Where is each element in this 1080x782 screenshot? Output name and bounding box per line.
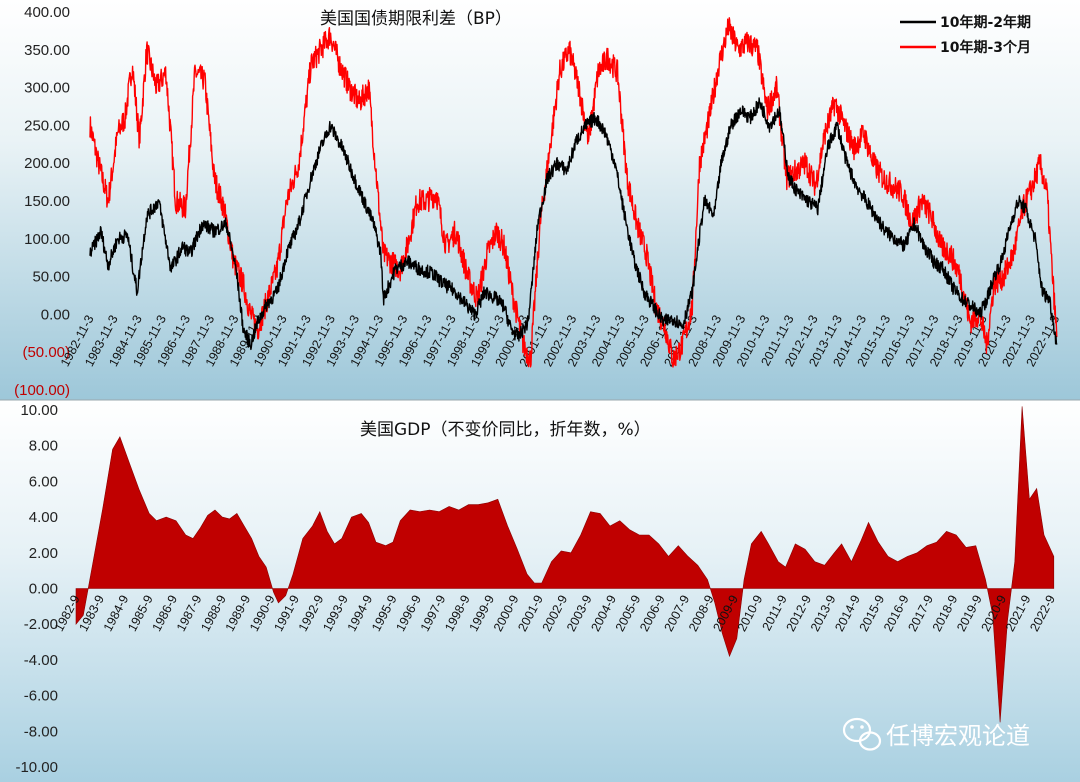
- y-tick-label: 250.00: [24, 117, 70, 134]
- y-tick-label: 400.00: [24, 4, 70, 21]
- y-tick-label: 350.00: [24, 42, 70, 59]
- series-line-10y-3m: [89, 17, 1058, 368]
- y-tick-label: (50.00): [22, 344, 70, 361]
- watermark: 任博宏观论道: [842, 717, 1030, 751]
- y-tick-label: 0.00: [29, 581, 58, 598]
- y-tick-label: -6.00: [24, 688, 58, 705]
- yield-spread-y-axis: 400.00 350.00 300.00 250.00 200.00 150.00 100.…: [14, 4, 70, 399]
- y-tick-label: 200.00: [24, 155, 70, 172]
- y-tick-label: 50.00: [32, 269, 70, 286]
- yield-spread-legend: 10年期-2年期 10年期-3个月: [900, 14, 1031, 56]
- y-tick-label: 4.00: [29, 509, 58, 526]
- y-tick-label: 0.00: [41, 306, 70, 323]
- yield-spread-series: [89, 17, 1058, 368]
- y-tick-label: 2.00: [29, 545, 58, 562]
- wechat-icon: [842, 717, 882, 751]
- gdp-chart-title: 美国GDP（不变价同比，折年数，%）: [360, 420, 651, 440]
- y-tick-label: 8.00: [29, 438, 58, 455]
- gdp-y-axis: 10.00 8.00 6.00 4.00 2.00 0.00 -2.00 -4.00 -6.00…: [15, 402, 58, 776]
- y-tick-label: (100.00): [14, 382, 70, 399]
- y-tick-label: 100.00: [24, 231, 70, 248]
- y-tick-label: 10.00: [20, 402, 58, 419]
- bottom-panel-background: [0, 400, 1080, 782]
- y-tick-label: -2.00: [24, 616, 58, 633]
- yield-spread-chart-title: 美国国债期限利差（BP）: [320, 9, 512, 29]
- y-tick-label: -8.00: [24, 723, 58, 740]
- series-line-10y-2y: [89, 97, 1058, 351]
- y-tick-label: -4.00: [24, 652, 58, 669]
- y-tick-label: 6.00: [29, 473, 58, 490]
- y-tick-label: 300.00: [24, 80, 70, 97]
- y-tick-label: -10.00: [15, 759, 58, 776]
- y-tick-label: 150.00: [24, 193, 70, 210]
- gdp-area: [75, 406, 1055, 723]
- legend-label-10y-3m: 10年期-3个月: [940, 39, 1031, 56]
- gdp-area-series: [75, 406, 1055, 723]
- legend-label-10y-2y: 10年期-2年期: [940, 14, 1031, 31]
- watermark-text: 任博宏观论道: [886, 722, 1030, 750]
